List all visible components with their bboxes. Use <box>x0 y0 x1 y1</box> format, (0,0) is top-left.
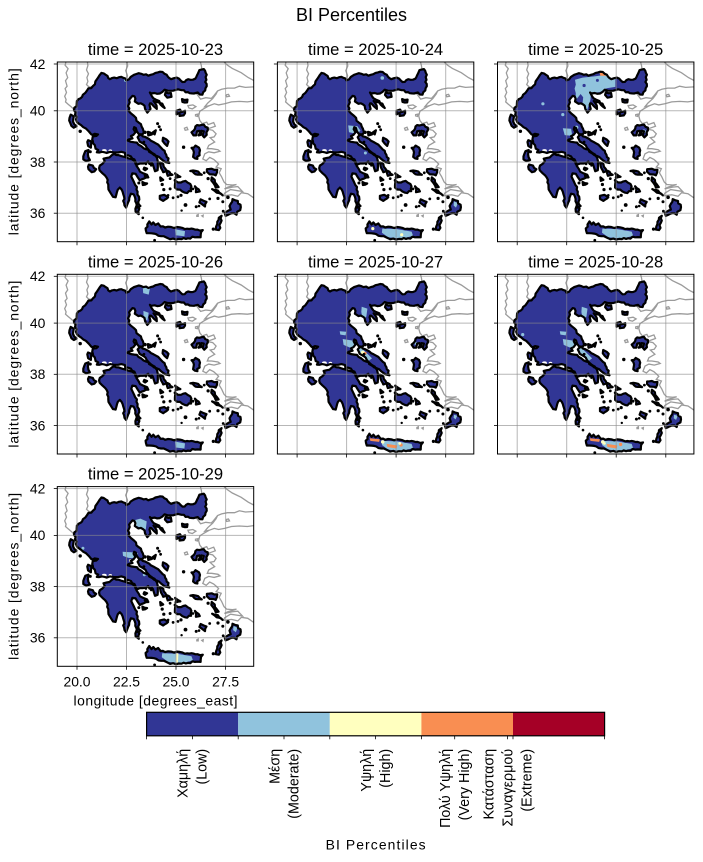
svg-text:27.5: 27.5 <box>212 673 239 689</box>
svg-text:time = 2025-10-28: time = 2025-10-28 <box>528 252 663 271</box>
svg-text:Πολύ Υψηλή: Πολύ Υψηλή <box>438 749 454 828</box>
svg-text:38: 38 <box>30 366 46 382</box>
svg-text:36: 36 <box>30 630 46 646</box>
svg-text:(Moderate): (Moderate) <box>286 749 302 819</box>
svg-text:time = 2025-10-27: time = 2025-10-27 <box>308 252 443 271</box>
svg-text:40: 40 <box>30 527 46 543</box>
svg-text:20.0: 20.0 <box>63 673 90 689</box>
svg-text:longitude [degrees_east]: longitude [degrees_east] <box>73 692 237 708</box>
svg-text:time = 2025-10-24: time = 2025-10-24 <box>308 40 443 59</box>
svg-text:latitude [degrees_north]: latitude [degrees_north] <box>5 281 21 448</box>
svg-text:25.0: 25.0 <box>162 673 189 689</box>
svg-text:Κατάσταση: Κατάσταση <box>481 749 497 820</box>
svg-text:42: 42 <box>30 268 46 284</box>
svg-text:38: 38 <box>30 154 46 170</box>
svg-text:(Very High): (Very High) <box>457 749 473 821</box>
svg-text:Συναγερμού: Συναγερμού <box>500 749 516 827</box>
svg-text:latitude [degrees_north]: latitude [degrees_north] <box>5 493 21 660</box>
svg-text:40: 40 <box>30 103 46 119</box>
svg-text:BI Percentiles: BI Percentiles <box>296 5 407 25</box>
svg-text:time = 2025-10-26: time = 2025-10-26 <box>88 252 223 271</box>
svg-text:Υψηλή: Υψηλή <box>359 749 375 792</box>
svg-text:22.5: 22.5 <box>113 673 140 689</box>
svg-text:(Extreme): (Extreme) <box>519 749 535 812</box>
svg-text:(High): (High) <box>378 749 394 788</box>
svg-text:(Low): (Low) <box>195 749 211 785</box>
svg-text:42: 42 <box>30 56 46 72</box>
svg-text:36: 36 <box>30 417 46 433</box>
svg-text:time = 2025-10-29: time = 2025-10-29 <box>88 465 223 484</box>
svg-text:40: 40 <box>30 315 46 331</box>
svg-text:38: 38 <box>30 578 46 594</box>
svg-text:time = 2025-10-23: time = 2025-10-23 <box>88 40 223 59</box>
svg-text:time = 2025-10-25: time = 2025-10-25 <box>528 40 663 59</box>
svg-text:36: 36 <box>30 205 46 221</box>
svg-text:42: 42 <box>30 480 46 496</box>
svg-text:BI Percentiles: BI Percentiles <box>326 836 426 852</box>
svg-text:Μέση: Μέση <box>267 749 283 784</box>
svg-text:latitude [degrees_north]: latitude [degrees_north] <box>5 68 21 235</box>
svg-text:Χαμηλή: Χαμηλή <box>176 749 192 798</box>
